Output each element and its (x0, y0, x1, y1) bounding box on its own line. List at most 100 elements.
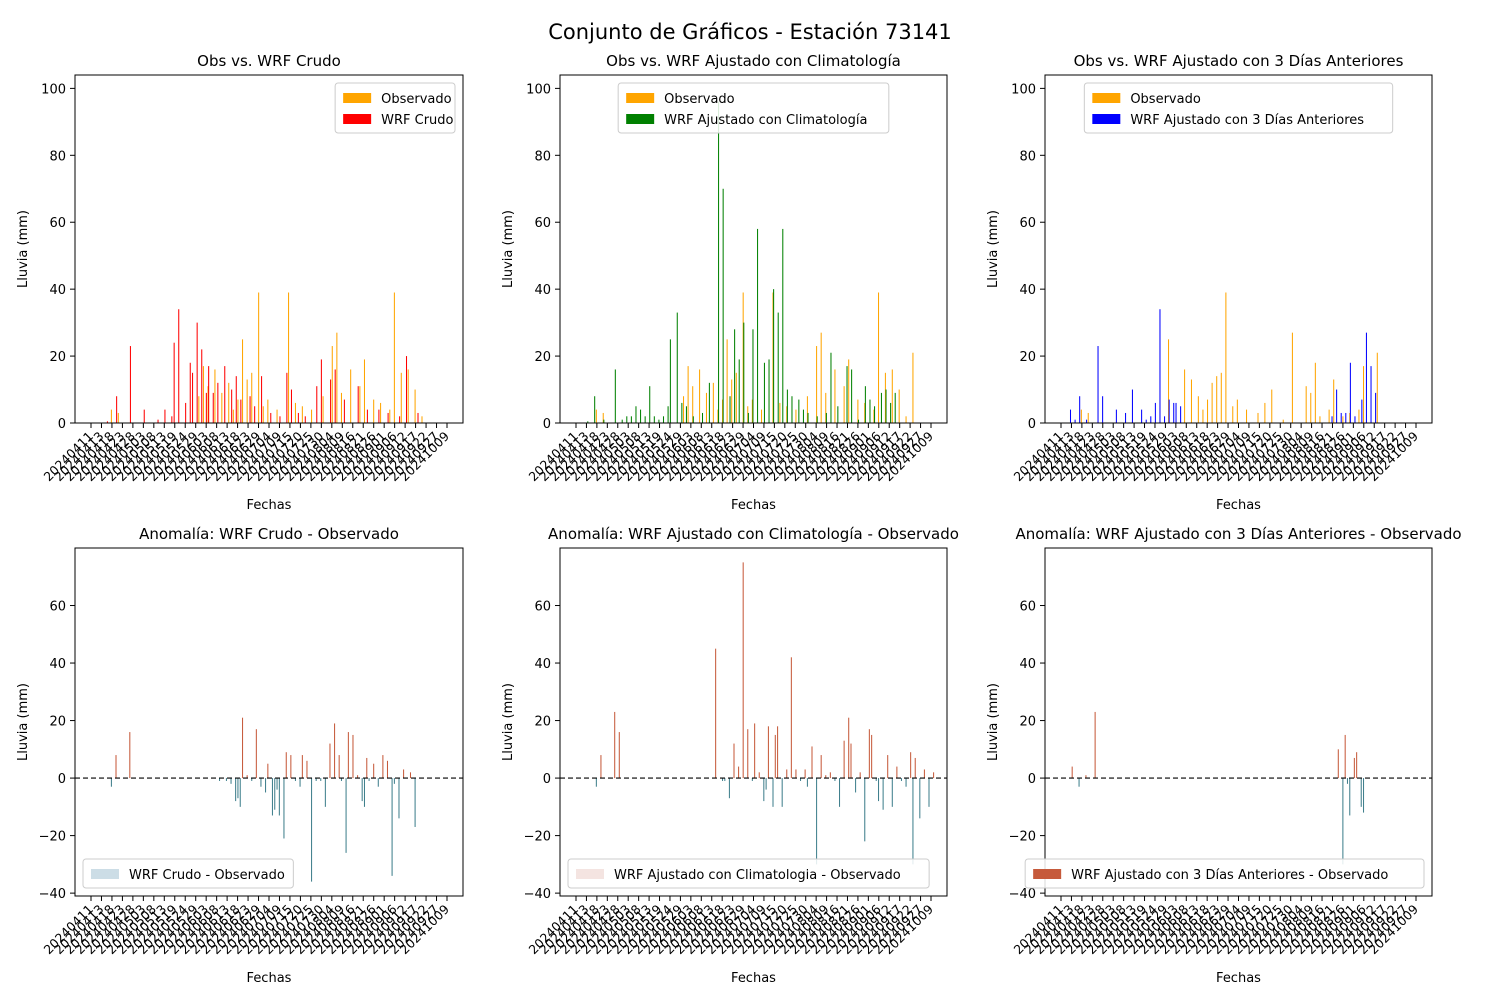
bar (129, 346, 131, 423)
y-tick-label: 60 (49, 216, 66, 231)
chart-title: Obs vs. WRF Ajustado con 3 Días Anterior… (1074, 52, 1404, 70)
bar (630, 416, 632, 423)
bar (1370, 366, 1372, 423)
bar (286, 372, 288, 423)
bar (279, 416, 281, 423)
bar (366, 409, 368, 423)
bar (221, 392, 223, 423)
bar (786, 406, 788, 423)
y-tick-label: 80 (534, 149, 551, 164)
bar (1363, 778, 1365, 813)
legend-frame (82, 858, 294, 889)
bar (143, 409, 145, 423)
bar (729, 396, 731, 423)
bar (864, 402, 866, 423)
bar (1220, 372, 1222, 423)
bar (795, 769, 797, 779)
y-axis-label: Lluvia (mm) (501, 683, 516, 761)
bar (201, 349, 203, 423)
bar (640, 409, 642, 423)
bar (891, 778, 893, 807)
plot-frame (74, 74, 464, 424)
bar (816, 416, 818, 423)
bar (265, 778, 267, 793)
bar (320, 778, 322, 781)
bar (758, 772, 760, 779)
bar (382, 755, 384, 779)
bar (871, 734, 873, 779)
bar (324, 778, 326, 807)
x-axis-label: Fechas (731, 498, 776, 513)
bar (900, 778, 902, 781)
bar (1345, 412, 1347, 423)
bar (254, 406, 256, 423)
legend-swatch (1092, 114, 1121, 124)
bar (267, 399, 269, 423)
bar (373, 399, 375, 423)
y-tick-label: 20 (534, 350, 551, 365)
bar (271, 778, 273, 816)
bar (207, 386, 209, 423)
bar (1236, 399, 1238, 423)
bar (587, 421, 589, 423)
bar (878, 292, 880, 423)
bar (398, 778, 400, 819)
bar (658, 419, 660, 423)
bar (600, 755, 602, 779)
bar (761, 409, 763, 423)
bar (644, 416, 646, 423)
y-tick-label: 40 (534, 283, 551, 298)
bar (1349, 778, 1351, 816)
bar (752, 329, 754, 423)
bar (738, 359, 740, 423)
bar (708, 382, 710, 423)
bar (1180, 406, 1182, 423)
bar (214, 369, 216, 423)
bar (790, 657, 792, 779)
bar (868, 729, 870, 779)
bar (712, 382, 714, 423)
bar (1375, 392, 1377, 423)
bar (1164, 416, 1166, 423)
bar (768, 359, 770, 423)
bar (802, 409, 804, 423)
bar (928, 778, 930, 807)
bar (157, 419, 159, 423)
bar (806, 778, 808, 787)
bar (724, 778, 726, 781)
bar (276, 778, 278, 790)
bar (602, 412, 604, 423)
y-tick-label: 100 (41, 82, 66, 97)
bar (1342, 416, 1344, 423)
bar (763, 362, 765, 423)
bar (322, 396, 324, 423)
bar (820, 755, 822, 779)
legend-swatch (1033, 869, 1062, 879)
bar (294, 778, 296, 781)
bar (246, 775, 248, 779)
x-axis-label: Fechas (247, 498, 292, 513)
bar (662, 416, 665, 423)
bar (912, 778, 914, 865)
bar (747, 729, 749, 779)
bar (649, 386, 651, 423)
bar (910, 752, 912, 779)
bar (887, 755, 889, 779)
bar (804, 769, 806, 779)
legend-entry: WRF Crudo (381, 113, 453, 128)
bar (595, 409, 597, 423)
bar (772, 778, 774, 807)
bar (409, 772, 412, 779)
bar (825, 412, 827, 423)
bar (782, 228, 784, 423)
bar (334, 369, 336, 423)
bar (890, 402, 892, 423)
bar (726, 339, 728, 423)
bar (262, 406, 264, 423)
bar (178, 309, 180, 423)
bar (905, 416, 907, 423)
y-tick-label: 40 (1019, 657, 1036, 672)
bar (635, 406, 637, 423)
bar (594, 396, 596, 423)
y-tick-label: 60 (49, 600, 66, 615)
